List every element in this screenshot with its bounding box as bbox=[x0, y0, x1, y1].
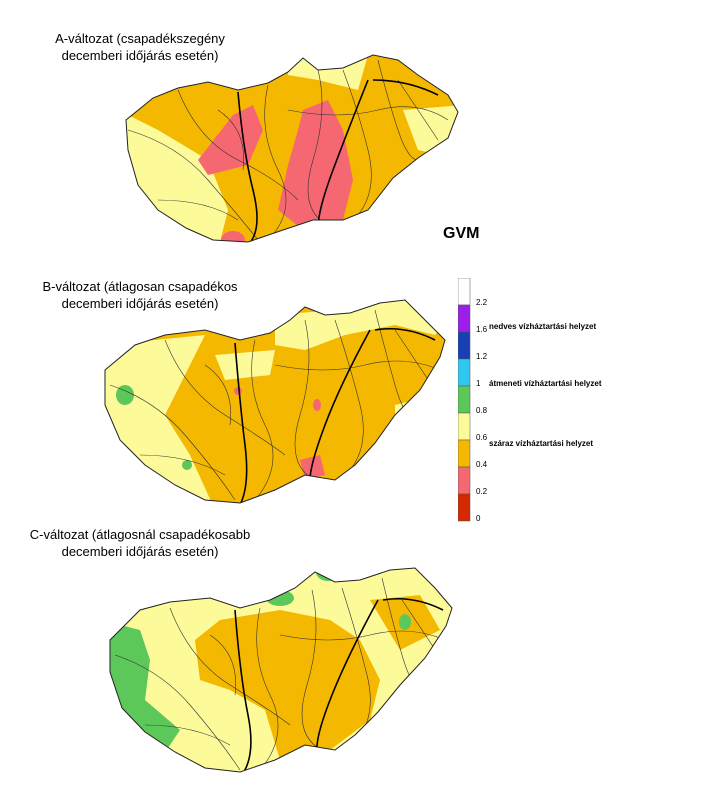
legend-category-wet: nedves vízháztartási helyzet bbox=[489, 322, 596, 331]
legend-tick-0-2: 0.2 bbox=[476, 487, 488, 496]
map-b-caption-line2: decemberi időjárás esetén) bbox=[61, 296, 219, 311]
legend-category-dry: száraz vízháztartási helyzet bbox=[489, 439, 593, 448]
legend-swatch-2-2 bbox=[458, 278, 471, 306]
map-b-caption-line1: B-változat (átlagosan csapadékos bbox=[42, 279, 238, 294]
legend-swatch-1 bbox=[458, 358, 471, 387]
legend-swatch-0-4 bbox=[458, 439, 471, 468]
map-a-caption: A-változat (csapadékszegény decemberi id… bbox=[10, 30, 270, 64]
map-b-hungary bbox=[104, 299, 446, 504]
map-c-caption-line1: C-változat (átlagosnál csapadékosabb bbox=[29, 527, 251, 542]
legend-category-transitional: átmeneti vízháztartási helyzet bbox=[489, 379, 602, 388]
legend-tick-0-8: 0.8 bbox=[476, 406, 488, 415]
legend-tick-1-2: 1.2 bbox=[476, 352, 488, 361]
map-c-caption-line2: decemberi időjárás esetén) bbox=[61, 544, 219, 559]
legend-swatch-0 bbox=[458, 493, 471, 522]
legend-tick-0-6: 0.6 bbox=[476, 433, 488, 442]
gvm-legend: 2.2 1.6 1.2 1 0.8 0.6 0.4 0.2 0 nedves v… bbox=[458, 278, 602, 523]
legend-swatch-0-2 bbox=[458, 466, 471, 495]
legend-swatch-0-6 bbox=[458, 412, 471, 441]
map-a-caption-line2: decemberi időjárás esetén) bbox=[61, 48, 219, 63]
legend-tick-0-4: 0.4 bbox=[476, 460, 488, 469]
map-c-caption: C-változat (átlagosnál csapadékosabb dec… bbox=[10, 526, 270, 560]
legend-tick-1: 1 bbox=[476, 379, 481, 388]
legend-tick-2-2: 2.2 bbox=[476, 298, 488, 307]
legend-tick-0: 0 bbox=[476, 514, 481, 523]
legend-swatch-1-6 bbox=[458, 304, 471, 333]
map-b-caption: B-változat (átlagosan csapadékos decembe… bbox=[10, 278, 270, 312]
map-a-caption-line1: A-változat (csapadékszegény bbox=[55, 31, 225, 46]
legend-swatch-1-2 bbox=[458, 331, 471, 360]
map-c-hungary bbox=[109, 567, 453, 773]
legend-swatch-0-8 bbox=[458, 385, 471, 414]
map-a-hungary bbox=[125, 54, 459, 243]
legend-title: GVM bbox=[443, 225, 480, 242]
legend-tick-1-6: 1.6 bbox=[476, 325, 488, 334]
